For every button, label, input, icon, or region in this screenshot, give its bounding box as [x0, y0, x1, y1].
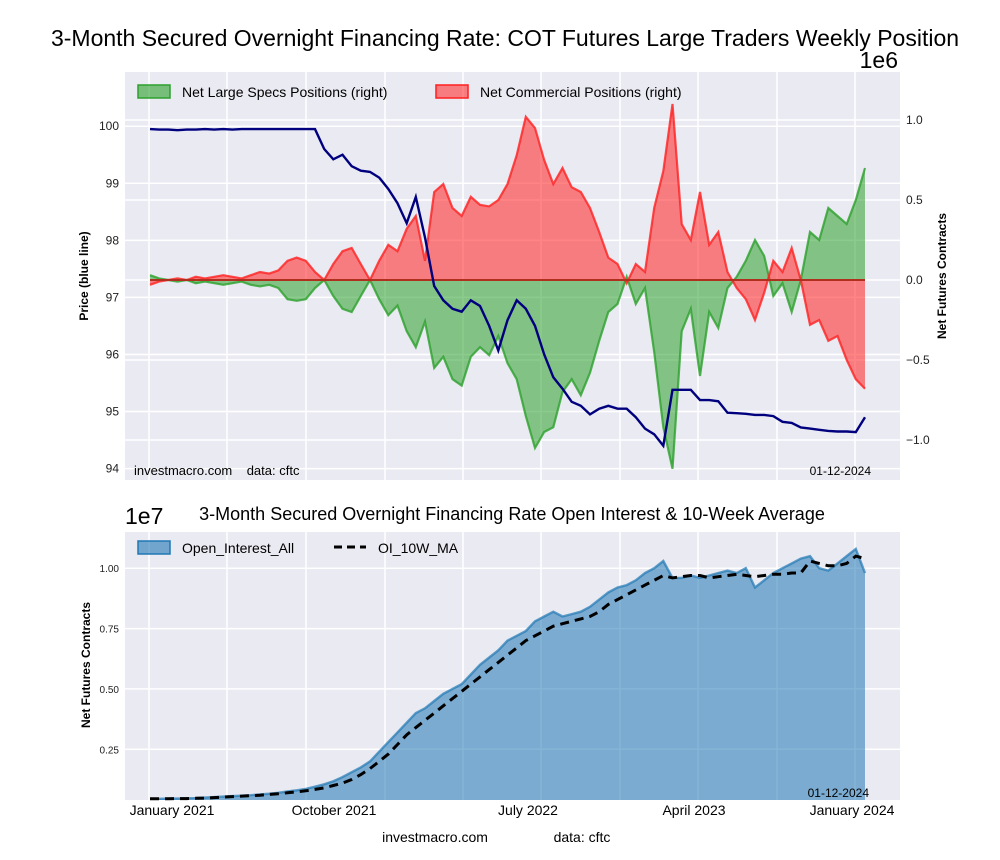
- right-tick-label: 0.0: [906, 273, 923, 287]
- top-legend: Net Large Specs Positions (right) Net Co…: [137, 84, 682, 100]
- legend-label-specs: Net Large Specs Positions (right): [182, 84, 387, 100]
- right-tick-label: 0.5: [906, 193, 923, 207]
- top-date-label: 01-12-2024: [810, 464, 872, 478]
- left-tick-label: 100: [99, 119, 119, 133]
- right-tick-label: 1.0: [906, 113, 923, 127]
- bottom-date-label: 01-12-2024: [808, 786, 870, 800]
- bottom-tick-label: 0.50: [100, 685, 120, 696]
- bottom-tick-label: 0.75: [100, 625, 120, 636]
- top-chart-title: 3-Month Secured Overnight Financing Rate…: [51, 25, 959, 51]
- bottom-tick-label: 1.00: [100, 564, 120, 575]
- legend-label-open-interest: Open_Interest_All: [182, 540, 294, 556]
- area-net-commercial: [150, 104, 865, 389]
- right-tick-label: −0.5: [906, 353, 930, 367]
- x-tick-label: April 2023: [662, 802, 725, 818]
- footer-source: data: cftc: [554, 829, 611, 845]
- top-left-axis-ticks: 94 95 96 97 98 99 100: [99, 119, 119, 475]
- top-series: [149, 103, 867, 470]
- bottom-axis-ticks: 0.25 0.50 0.75 1.00: [100, 564, 120, 756]
- bottom-axis-label: Net Futures Contracts: [79, 602, 93, 728]
- left-tick-label: 94: [106, 462, 120, 476]
- top-right-axis-label: Net Futures Contracts: [935, 213, 949, 339]
- top-right-axis-offset: 1e6: [860, 47, 898, 73]
- bottom-axis-offset: 1e7: [125, 503, 163, 529]
- x-tick-label: January 2021: [130, 802, 215, 818]
- left-tick-label: 96: [106, 347, 120, 361]
- left-tick-label: 98: [106, 233, 120, 247]
- footer-site: investmacro.com: [382, 829, 488, 845]
- legend-label-commercial: Net Commercial Positions (right): [480, 84, 682, 100]
- area-open-interest: [150, 548, 865, 800]
- bottom-tick-label: 0.25: [100, 745, 120, 756]
- top-left-axis-label: Price (blue line): [77, 231, 91, 320]
- left-tick-label: 95: [106, 405, 120, 419]
- legend-label-ma: OI_10W_MA: [378, 540, 459, 556]
- x-tick-label: January 2024: [810, 802, 895, 818]
- bottom-chart-title: 3-Month Secured Overnight Financing Rate…: [199, 504, 825, 524]
- x-tick-label: July 2022: [498, 802, 558, 818]
- top-right-axis-ticks: −1.0 −0.5 0.0 0.5 1.0: [906, 113, 930, 447]
- left-tick-label: 97: [106, 290, 120, 304]
- bottom-legend: Open_Interest_All OI_10W_MA: [137, 540, 459, 556]
- legend-swatch-open-interest: [137, 540, 171, 555]
- top-watermark: investmacro.com data: cftc: [134, 463, 300, 478]
- legend-swatch-specs: [137, 84, 171, 99]
- x-tick-label: October 2021: [292, 802, 377, 818]
- bottom-series: [149, 546, 867, 801]
- left-tick-label: 99: [106, 176, 120, 190]
- legend-swatch-commercial: [435, 84, 469, 99]
- bottom-x-ticks: January 2021 October 2021 July 2022 April 2…: [130, 802, 895, 818]
- right-tick-label: −1.0: [906, 433, 930, 447]
